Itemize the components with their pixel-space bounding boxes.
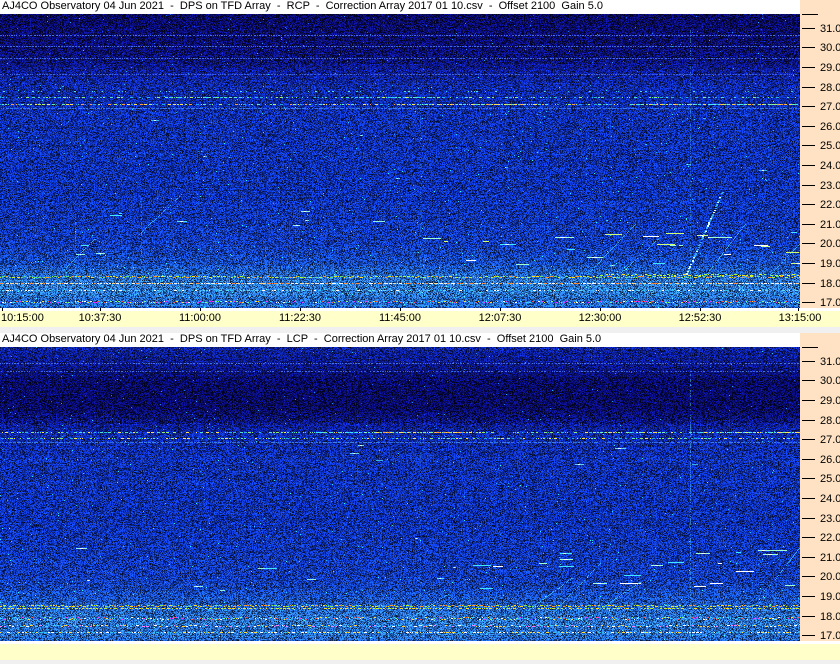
freq-tick-label: 19.0 xyxy=(820,591,840,603)
time-axis-rcp: 10:15:00 10:37:30 11:00:00 11:22:30 11:45:00… xyxy=(0,311,840,327)
freq-tick-label: 31.0 xyxy=(820,23,840,35)
freq-tick-label: 28.0 xyxy=(820,82,840,94)
freq-tick xyxy=(802,283,815,284)
freq-tick xyxy=(802,420,815,421)
time-tick xyxy=(200,308,201,311)
freq-tick xyxy=(802,576,815,577)
bottom-strip xyxy=(0,660,840,664)
freq-tick xyxy=(802,263,815,264)
freq-tick-label: 17.0 xyxy=(820,297,840,309)
freq-tick xyxy=(802,165,815,166)
time-tick xyxy=(400,308,401,311)
time-tick-label: 10:37:30 xyxy=(78,312,122,324)
freq-tick-label: 18.0 xyxy=(820,611,840,623)
time-tick xyxy=(600,308,601,311)
time-axis-lcp xyxy=(0,644,840,660)
freq-tick-label: 17.0 xyxy=(820,630,840,642)
panel-title-lcp: AJ4CO Observatory 04 Jun 2021 - DPS on T… xyxy=(0,333,800,347)
freq-tick-label: 30.0 xyxy=(820,42,840,54)
frequency-axis-rcp: 31.0 30.0 29.0 28.0 27.0 26.0 25.0 24.0 23.0 22.0… xyxy=(800,0,840,309)
panel-gap xyxy=(0,327,840,333)
freq-tick xyxy=(802,87,815,88)
time-tick xyxy=(700,308,701,311)
freq-tick xyxy=(802,537,815,538)
freq-tick-label: 18.0 xyxy=(820,278,840,290)
freq-tick-label: 23.0 xyxy=(820,180,840,192)
time-tick-label: 12:52:30 xyxy=(678,312,722,324)
freq-tick xyxy=(802,106,815,107)
time-tick-label: 11:00:00 xyxy=(178,312,222,324)
freq-tick xyxy=(802,616,815,617)
freq-tick xyxy=(802,498,815,499)
freq-tick xyxy=(802,204,815,205)
freq-tick xyxy=(802,478,815,479)
freq-tick-label: 20.0 xyxy=(820,571,840,583)
time-tick-label: 12:30:00 xyxy=(578,312,622,324)
freq-tick-label: 21.0 xyxy=(820,552,840,564)
freq-tick-label: 20.0 xyxy=(820,238,840,250)
freq-tick xyxy=(802,635,815,636)
time-tick xyxy=(100,308,101,311)
freq-tick xyxy=(802,439,815,440)
freq-tick-label: 24.0 xyxy=(820,493,840,505)
spectrogram-rcp xyxy=(0,14,800,308)
freq-tick xyxy=(802,185,815,186)
freq-tick-label: 31.0 xyxy=(820,356,840,368)
time-tick xyxy=(2,308,3,311)
freq-tick xyxy=(802,361,815,362)
freq-tick xyxy=(802,557,815,558)
freq-tick xyxy=(802,67,815,68)
freq-tick xyxy=(802,224,815,225)
freq-tick-label: 25.0 xyxy=(820,140,840,152)
spectrogram-panel-rcp: AJ4CO Observatory 04 Jun 2021 - DPS on T… xyxy=(0,0,840,327)
freq-tick-label: 25.0 xyxy=(820,473,840,485)
freq-tick xyxy=(802,47,815,48)
time-tick xyxy=(798,308,799,311)
freq-tick xyxy=(802,302,815,303)
time-tick-label: 11:22:30 xyxy=(278,312,322,324)
freq-tick-label: 27.0 xyxy=(820,434,840,446)
freq-tick xyxy=(802,243,815,244)
freq-tick-label: 24.0 xyxy=(820,160,840,172)
freq-tick-label: 29.0 xyxy=(820,395,840,407)
freq-tick xyxy=(802,145,815,146)
freq-tick xyxy=(802,380,815,381)
panel-title-rcp: AJ4CO Observatory 04 Jun 2021 - DPS on T… xyxy=(0,0,800,14)
freq-tick-top xyxy=(802,14,818,15)
time-tick xyxy=(500,308,501,311)
time-tick xyxy=(300,308,301,311)
time-tickrow-lcp xyxy=(0,641,840,644)
freq-tick-label: 26.0 xyxy=(820,121,840,133)
spectrogram-panel-lcp: AJ4CO Observatory 04 Jun 2021 - DPS on T… xyxy=(0,333,840,660)
freq-tick-label: 27.0 xyxy=(820,101,840,113)
time-tickrow-rcp xyxy=(0,308,840,311)
time-tick-label: 10:15:00 xyxy=(1,312,44,324)
freq-tick-label: 28.0 xyxy=(820,415,840,427)
freq-tick-label: 30.0 xyxy=(820,375,840,387)
freq-tick-label: 29.0 xyxy=(820,62,840,74)
freq-tick-label: 22.0 xyxy=(820,199,840,211)
time-tick-label: 13:15:00 xyxy=(778,312,822,324)
freq-tick xyxy=(802,28,815,29)
freq-tick xyxy=(802,596,815,597)
frequency-axis-lcp: 31.0 30.0 29.0 28.0 27.0 26.0 25.0 24.0 23.0 22.0… xyxy=(800,333,840,642)
freq-tick-label: 23.0 xyxy=(820,513,840,525)
time-tick-label: 11:45:00 xyxy=(378,312,422,324)
freq-tick xyxy=(802,459,815,460)
freq-tick-label: 21.0 xyxy=(820,219,840,231)
freq-tick-label: 22.0 xyxy=(820,532,840,544)
spectrogram-lcp xyxy=(0,347,800,641)
freq-tick-label: 26.0 xyxy=(820,454,840,466)
freq-tick xyxy=(802,518,815,519)
freq-tick xyxy=(802,126,815,127)
time-tick-label: 12:07:30 xyxy=(478,312,522,324)
freq-tick xyxy=(802,400,815,401)
freq-tick-top xyxy=(802,347,818,348)
freq-tick-label: 19.0 xyxy=(820,258,840,270)
